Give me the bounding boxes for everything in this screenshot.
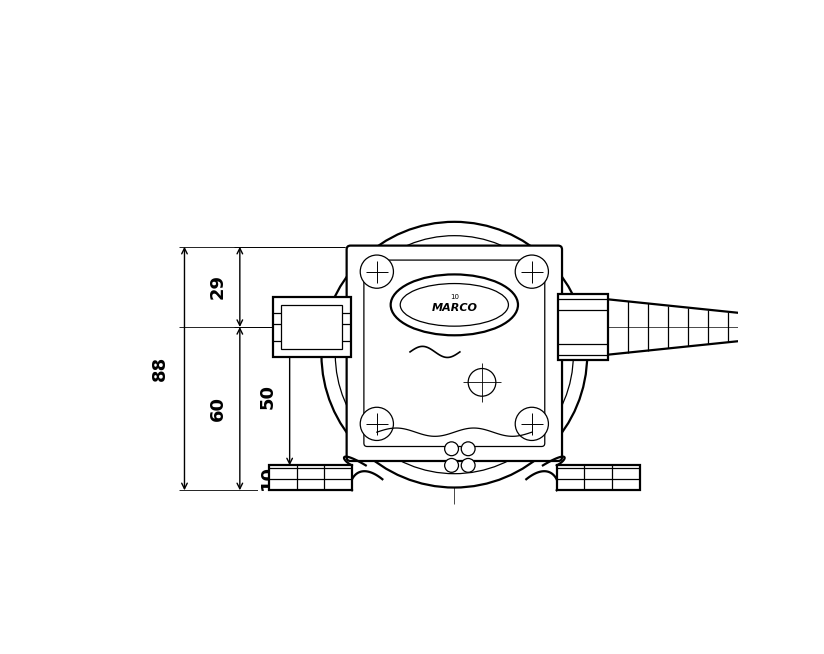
Text: 29: 29 (208, 275, 227, 300)
Bar (269, 466, 352, 490)
Circle shape (360, 255, 393, 288)
Bar (557, 466, 639, 490)
Ellipse shape (391, 275, 518, 336)
FancyBboxPatch shape (347, 246, 562, 461)
Circle shape (360, 407, 393, 441)
Bar (273, 296, 350, 358)
Circle shape (335, 235, 574, 473)
Text: 60: 60 (208, 396, 227, 421)
Text: 50: 50 (259, 384, 277, 409)
Circle shape (461, 458, 475, 472)
Ellipse shape (400, 284, 508, 326)
Text: 88: 88 (151, 356, 169, 381)
Bar (281, 305, 342, 349)
Circle shape (461, 442, 475, 456)
FancyBboxPatch shape (364, 260, 545, 447)
Bar (558, 294, 608, 360)
Circle shape (321, 222, 588, 487)
Circle shape (515, 255, 549, 288)
Text: 10: 10 (450, 294, 459, 300)
Text: 10: 10 (259, 466, 277, 490)
Circle shape (515, 407, 549, 441)
Circle shape (445, 458, 458, 472)
Circle shape (468, 368, 496, 396)
Text: MARCO: MARCO (431, 303, 477, 313)
Circle shape (445, 442, 458, 456)
